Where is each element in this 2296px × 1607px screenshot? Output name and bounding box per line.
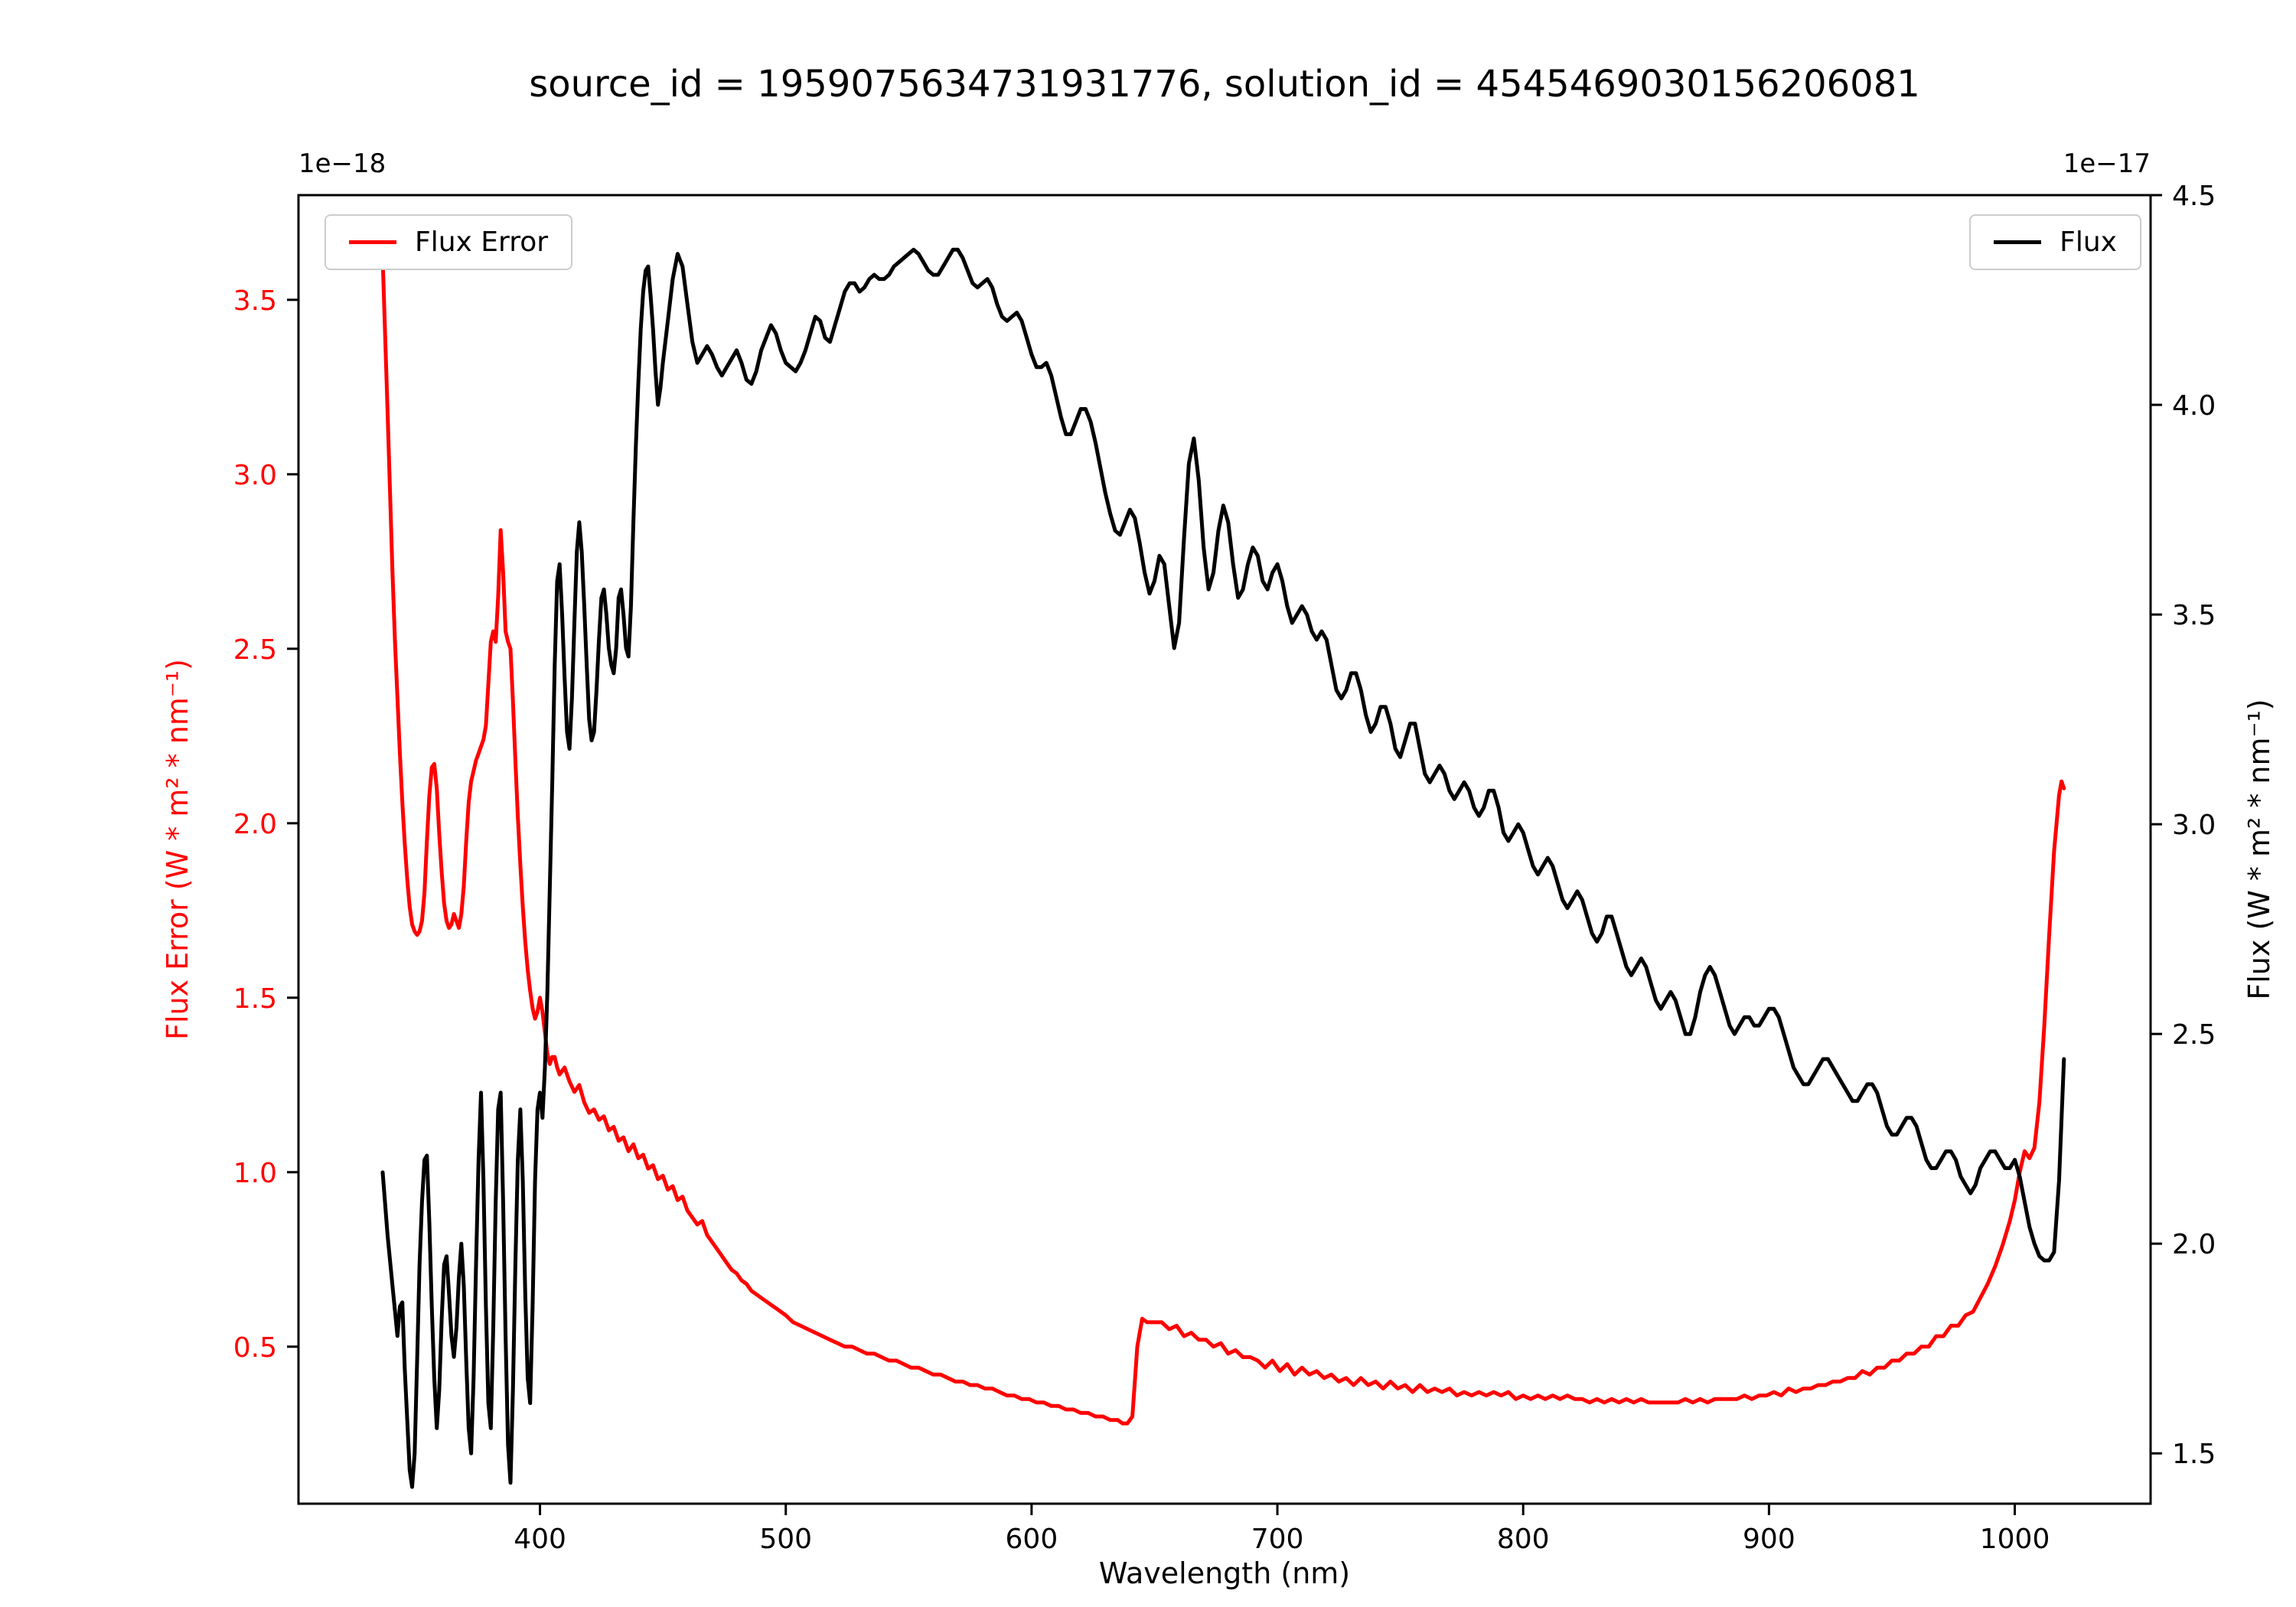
right-tick-label: 2.0 bbox=[2172, 1229, 2216, 1260]
right-tick-label: 1.5 bbox=[2172, 1439, 2216, 1470]
left-tick-label: 3.5 bbox=[233, 285, 277, 317]
x-tick-label: 400 bbox=[514, 1524, 566, 1555]
x-tick-label: 500 bbox=[759, 1524, 812, 1555]
right-tick-label: 2.5 bbox=[2172, 1019, 2216, 1051]
x-tick-label: 900 bbox=[1743, 1524, 1795, 1555]
x-tick-label: 1000 bbox=[1980, 1524, 2050, 1555]
right-axis-offset-text: 1e−17 bbox=[2063, 148, 2151, 179]
right-tick-label: 4.0 bbox=[2172, 390, 2216, 422]
right-tick-label: 3.0 bbox=[2172, 810, 2216, 841]
left-tick-label: 1.5 bbox=[233, 983, 277, 1015]
flux-error-legend-label: Flux Error bbox=[415, 227, 549, 258]
legend-flux-error: Flux Error bbox=[325, 214, 573, 270]
left-tick-label: 1.0 bbox=[233, 1158, 277, 1189]
left-tick-label: 0.5 bbox=[233, 1332, 277, 1364]
left-tick-label: 2.0 bbox=[233, 809, 277, 840]
left-tick-label: 2.5 bbox=[233, 634, 277, 666]
right-tick-label: 3.5 bbox=[2172, 600, 2216, 631]
right-axis-label: Flux (W * m² * nm⁻¹) bbox=[2242, 699, 2276, 1000]
flux-error-line bbox=[380, 256, 2066, 1426]
x-tick-label: 600 bbox=[1006, 1524, 1058, 1555]
axes-frame bbox=[297, 194, 2152, 1505]
left-tick-label: 3.0 bbox=[233, 460, 277, 491]
x-tick-label: 800 bbox=[1497, 1524, 1550, 1555]
right-tick-label: 4.5 bbox=[2172, 181, 2216, 212]
flux-error-legend-line bbox=[349, 240, 396, 244]
flux-legend-line bbox=[1994, 240, 2042, 244]
x-axis-label: Wavelength (nm) bbox=[1098, 1556, 1351, 1590]
chart-title: source_id = 1959075634731931776, solutio… bbox=[529, 63, 1920, 106]
x-tick-label: 700 bbox=[1251, 1524, 1304, 1555]
legend-flux: Flux bbox=[1969, 214, 2141, 270]
left-axis-offset-text: 1e−18 bbox=[298, 148, 386, 179]
flux-legend-label: Flux bbox=[2060, 227, 2117, 258]
flux-line bbox=[380, 247, 2066, 1489]
left-axis-label: Flux Error (W * m² * nm⁻¹) bbox=[161, 659, 194, 1040]
